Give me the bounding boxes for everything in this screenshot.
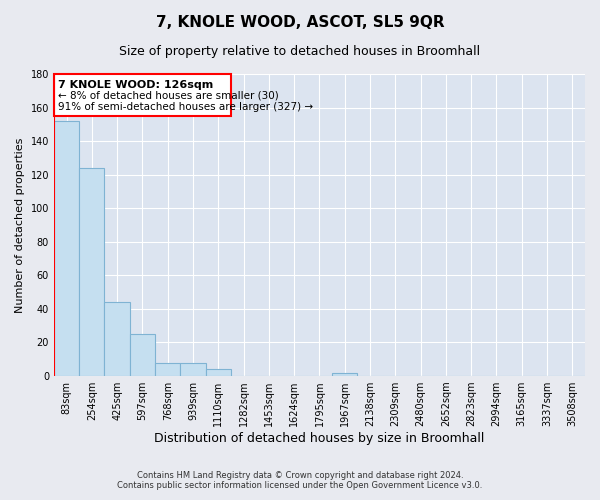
Bar bbox=[54, 74, 231, 116]
Bar bbox=[206, 369, 231, 376]
Text: 7, KNOLE WOOD, ASCOT, SL5 9QR: 7, KNOLE WOOD, ASCOT, SL5 9QR bbox=[155, 15, 445, 30]
X-axis label: Distribution of detached houses by size in Broomhall: Distribution of detached houses by size … bbox=[154, 432, 485, 445]
Bar bbox=[130, 334, 155, 376]
Text: Size of property relative to detached houses in Broomhall: Size of property relative to detached ho… bbox=[119, 45, 481, 58]
Bar bbox=[79, 168, 104, 376]
Bar bbox=[181, 362, 206, 376]
Text: ← 8% of detached houses are smaller (30): ← 8% of detached houses are smaller (30) bbox=[58, 91, 278, 101]
Bar bbox=[155, 362, 181, 376]
Bar bbox=[54, 121, 79, 376]
Text: Contains HM Land Registry data © Crown copyright and database right 2024.
Contai: Contains HM Land Registry data © Crown c… bbox=[118, 470, 482, 490]
Text: 91% of semi-detached houses are larger (327) →: 91% of semi-detached houses are larger (… bbox=[58, 102, 313, 112]
Bar bbox=[332, 372, 358, 376]
Bar bbox=[104, 302, 130, 376]
Text: 7 KNOLE WOOD: 126sqm: 7 KNOLE WOOD: 126sqm bbox=[58, 80, 213, 90]
Y-axis label: Number of detached properties: Number of detached properties bbox=[15, 138, 25, 312]
